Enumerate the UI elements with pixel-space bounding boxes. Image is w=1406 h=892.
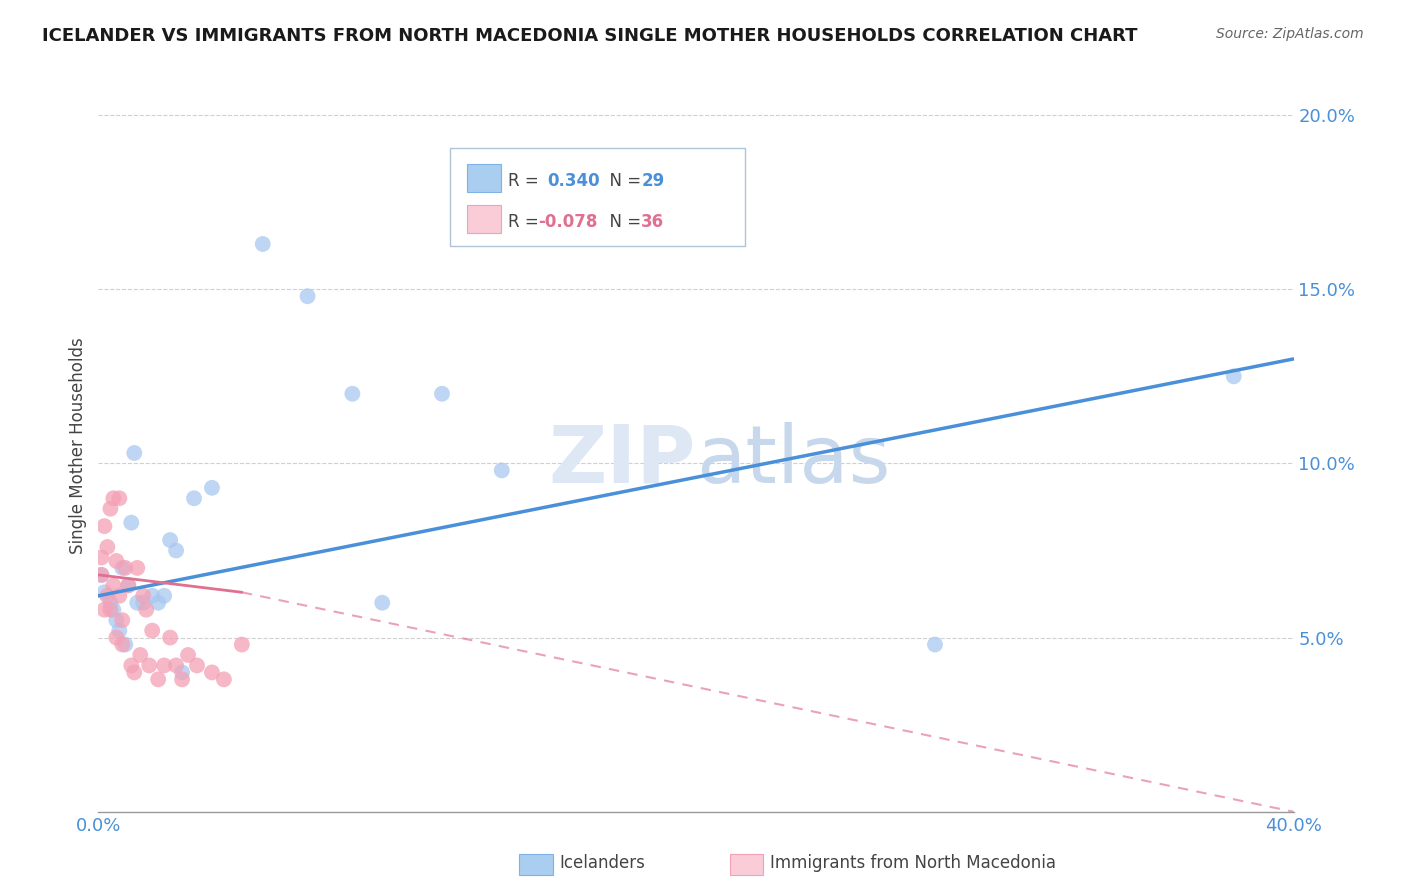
Text: Icelanders: Icelanders: [560, 855, 645, 872]
Point: [153, 658, 176, 673]
Text: R =: R =: [508, 212, 544, 230]
Point: [103, 603, 125, 617]
Point: [138, 658, 160, 673]
Point: [201, 665, 224, 680]
Point: [114, 638, 136, 652]
Point: [111, 561, 134, 575]
Text: N =: N =: [599, 171, 647, 189]
Point: [297, 289, 319, 303]
Text: ICELANDER VS IMMIGRANTS FROM NORTH MACEDONIA SINGLE MOTHER HOUSEHOLDS CORRELATIO: ICELANDER VS IMMIGRANTS FROM NORTH MACED…: [42, 27, 1137, 45]
Point: [186, 658, 208, 673]
Point: [183, 491, 205, 506]
Y-axis label: Single Mother Households: Single Mother Households: [69, 338, 87, 554]
Point: [108, 624, 131, 638]
Point: [132, 589, 155, 603]
Text: 0.340: 0.340: [547, 171, 599, 189]
Point: [141, 624, 163, 638]
Point: [924, 638, 946, 652]
Point: [98, 501, 122, 516]
Point: [96, 589, 118, 603]
Point: [103, 491, 125, 506]
Point: [177, 648, 200, 662]
Point: [117, 578, 139, 592]
Point: [135, 603, 157, 617]
Point: [148, 596, 170, 610]
Point: [141, 589, 163, 603]
Point: [90, 567, 112, 582]
Point: [105, 631, 128, 645]
Point: [93, 603, 115, 617]
Point: [430, 386, 453, 401]
Point: [165, 658, 187, 673]
Point: [127, 561, 149, 575]
Point: [90, 567, 112, 582]
Text: ZIP: ZIP: [548, 422, 696, 500]
Point: [127, 596, 149, 610]
Point: [491, 463, 513, 477]
Point: [98, 596, 122, 610]
Text: 36: 36: [641, 212, 664, 230]
Text: Immigrants from North Macedonia: Immigrants from North Macedonia: [770, 855, 1056, 872]
Point: [371, 596, 394, 610]
Point: [165, 543, 187, 558]
Point: [105, 613, 128, 627]
Text: atlas: atlas: [696, 422, 890, 500]
Point: [117, 578, 139, 592]
Point: [93, 519, 115, 533]
Point: [153, 589, 176, 603]
Point: [124, 665, 146, 680]
Point: [1223, 369, 1246, 384]
Point: [120, 516, 142, 530]
Point: [201, 481, 224, 495]
Point: [90, 550, 112, 565]
Point: [103, 578, 125, 592]
Text: -0.078: -0.078: [538, 212, 598, 230]
Point: [111, 638, 134, 652]
Point: [342, 386, 364, 401]
Point: [212, 673, 235, 687]
Point: [159, 631, 181, 645]
Point: [129, 648, 152, 662]
Text: N =: N =: [599, 212, 647, 230]
Point: [108, 589, 131, 603]
Point: [172, 665, 194, 680]
Text: R =: R =: [508, 171, 544, 189]
Text: 29: 29: [641, 171, 665, 189]
Point: [124, 446, 146, 460]
Point: [114, 561, 136, 575]
Point: [252, 237, 274, 252]
Point: [120, 658, 142, 673]
Point: [108, 491, 131, 506]
Point: [132, 596, 155, 610]
Point: [148, 673, 170, 687]
Point: [231, 638, 253, 652]
Point: [111, 613, 134, 627]
Point: [98, 603, 122, 617]
Text: Source: ZipAtlas.com: Source: ZipAtlas.com: [1216, 27, 1364, 41]
Point: [172, 673, 194, 687]
Point: [105, 554, 128, 568]
Point: [159, 533, 181, 547]
Point: [93, 585, 115, 599]
Point: [96, 540, 118, 554]
